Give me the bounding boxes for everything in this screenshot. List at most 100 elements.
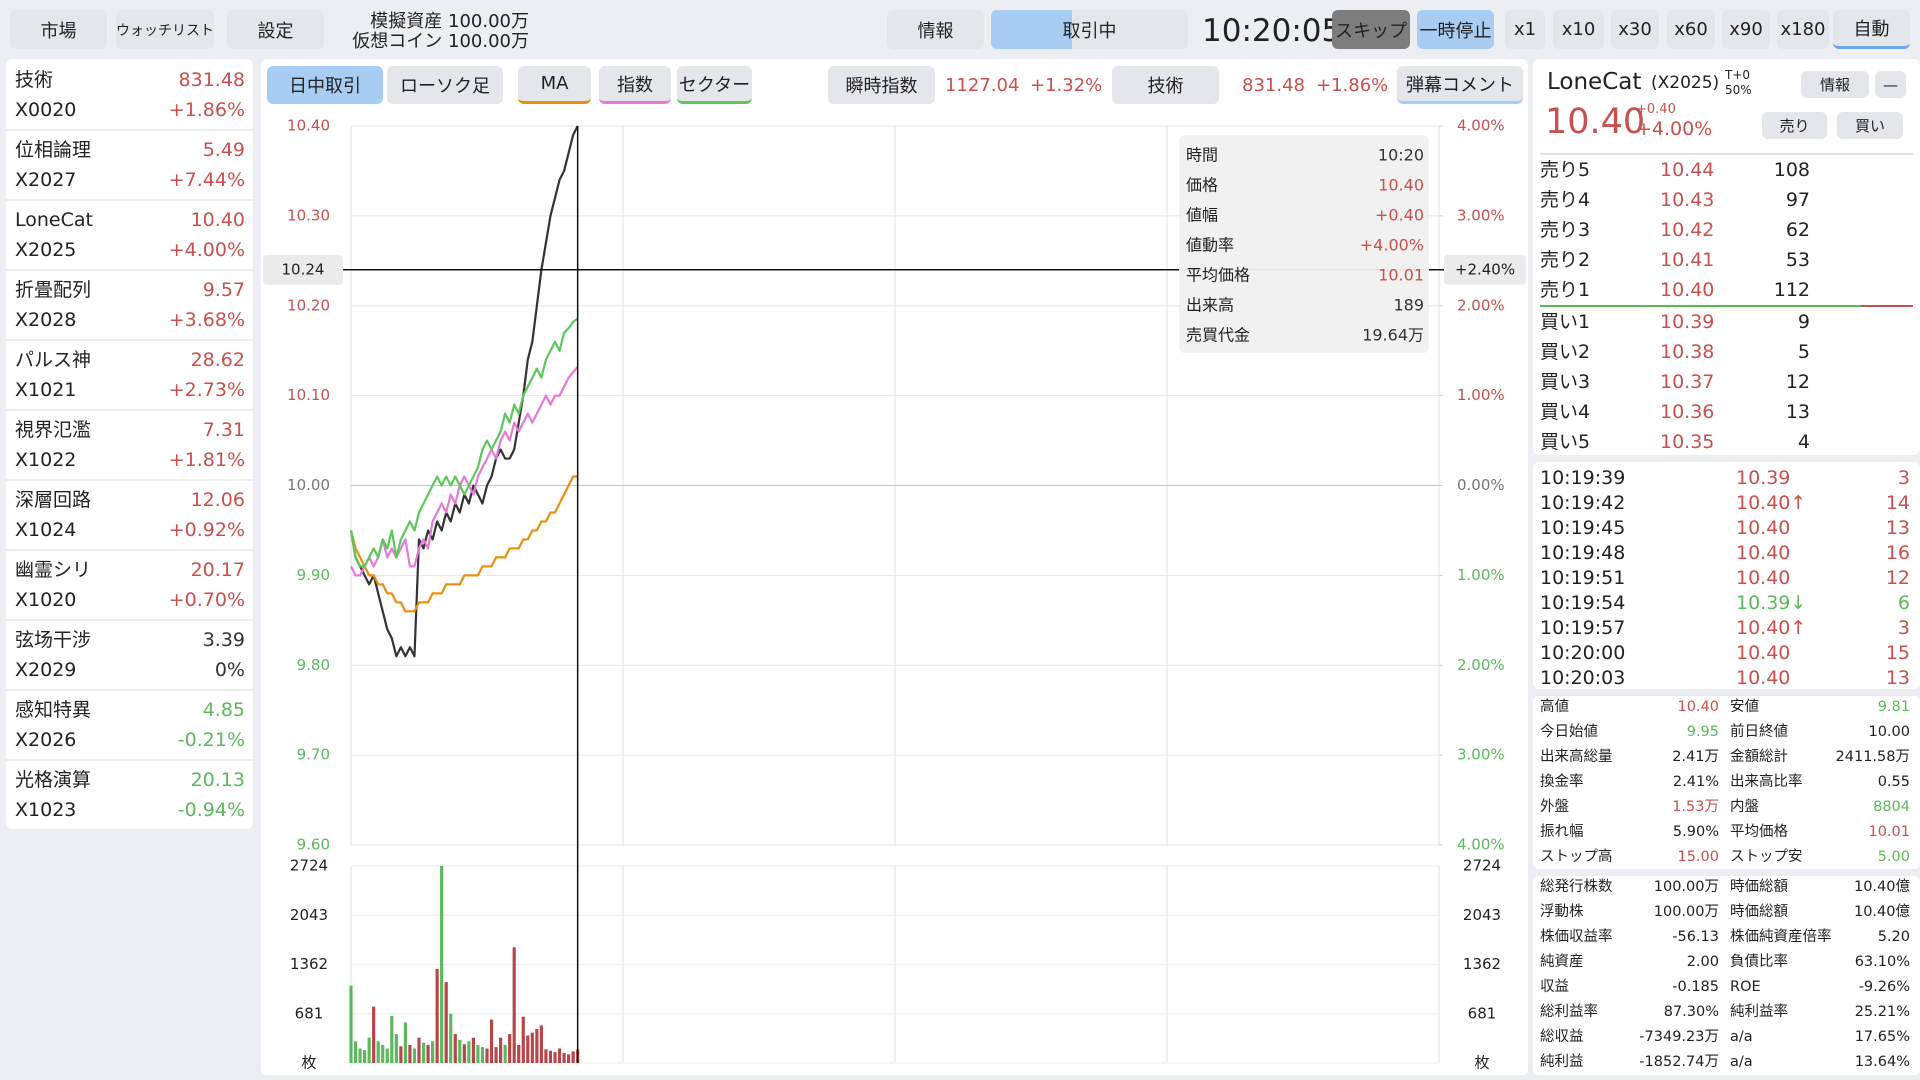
watch-item[interactable] <box>6 201 253 271</box>
overlay-toggle[interactable]: 指数 <box>599 66 671 104</box>
book-price: 10.36 <box>1660 401 1715 424</box>
stock-price: 28.62 <box>190 349 245 372</box>
candle-tab[interactable]: ローソク足 <box>387 66 503 104</box>
minimize-button[interactable]: — <box>1875 71 1906 98</box>
trade-time: 10:19:48 <box>1540 542 1626 565</box>
overlay-toggle[interactable]: MA <box>518 66 591 104</box>
trade-volume: 13 <box>1885 667 1910 690</box>
stock-change: -0.21% <box>177 729 245 752</box>
stat-label: 純利益率 <box>1730 1004 1788 1020</box>
speed-button[interactable]: x90 <box>1722 10 1770 49</box>
stat-label: ストップ安 <box>1730 849 1803 865</box>
trade-price: 10.39 <box>1736 467 1791 490</box>
sell-button[interactable]: 売り <box>1762 112 1827 139</box>
info-button[interactable]: 情報 <box>887 10 984 49</box>
book-price: 10.43 <box>1660 189 1715 212</box>
watch-item[interactable] <box>6 341 253 411</box>
stock-code: X2026 <box>15 729 77 752</box>
stat-label: ストップ高 <box>1540 849 1613 865</box>
intraday-tab[interactable]: 日中取引 <box>267 66 383 104</box>
market-button[interactable]: 市場 <box>10 10 107 49</box>
stat-value: 10.40億 <box>1853 879 1910 895</box>
stat-label: 純資産 <box>1540 954 1584 970</box>
stat-value: -1852.74万 <box>1639 1054 1719 1070</box>
overlay-toggle[interactable]: セクター <box>677 66 752 104</box>
stat-label: 換金率 <box>1540 774 1584 790</box>
speed-button[interactable]: x180 <box>1777 10 1829 49</box>
speed-button[interactable]: x1 <box>1505 10 1545 49</box>
book-level: 売り5 <box>1540 159 1591 182</box>
buy-button[interactable]: 買い <box>1837 112 1903 139</box>
trade-price: 10.40 <box>1736 667 1791 690</box>
stock-price: 5.49 <box>202 139 245 162</box>
stock-name: 折畳配列 <box>15 279 92 302</box>
speed-button[interactable]: x10 <box>1553 10 1604 49</box>
stock-change: +0.92% <box>168 519 245 542</box>
book-volume: 53 <box>1785 249 1810 272</box>
stock-code: X1021 <box>15 379 77 402</box>
watch-item[interactable] <box>6 621 253 691</box>
chart-panel <box>261 59 1528 1075</box>
stat-label: 浮動株 <box>1540 904 1584 920</box>
stat-label: 時価総額 <box>1730 904 1788 920</box>
stat-value: 9.81 <box>1877 699 1910 715</box>
settlement: T+0 <box>1725 67 1751 82</box>
stock-price: 20.17 <box>190 559 245 582</box>
watch-item[interactable] <box>6 481 253 551</box>
stock-title: LoneCat <box>1547 68 1642 95</box>
watch-item[interactable] <box>6 131 253 201</box>
speed-button[interactable]: x30 <box>1611 10 1659 49</box>
speed-button[interactable]: x60 <box>1667 10 1715 49</box>
stat-value: 100.00万 <box>1653 879 1719 895</box>
book-volume: 5 <box>1797 341 1810 364</box>
watch-item[interactable] <box>6 411 253 481</box>
stock-code: X1023 <box>15 799 77 822</box>
skip-button[interactable]: スキップ <box>1332 10 1410 49</box>
watch-item[interactable] <box>6 271 253 341</box>
status-button[interactable]: 取引中 <box>991 10 1188 49</box>
stock-change: +0.70% <box>168 589 245 612</box>
stat-value: 10.01 <box>1868 824 1910 840</box>
stat-value: 1.53万 <box>1672 799 1719 815</box>
pause-button[interactable]: 一時停止 <box>1417 10 1494 49</box>
settings-button[interactable]: 設定 <box>227 10 324 49</box>
stock-price: 12.06 <box>190 489 245 512</box>
stat-value: 2.41% <box>1672 774 1719 790</box>
stock-change: -0.94% <box>177 799 245 822</box>
auto-button[interactable]: 自動 <box>1833 10 1910 49</box>
stat-label: 高値 <box>1540 699 1569 715</box>
stock-name: 光格演算 <box>15 769 92 792</box>
trade-time: 10:20:00 <box>1540 642 1626 665</box>
trade-volume: 3 <box>1897 467 1910 490</box>
watchlist-button[interactable]: ウォッチリスト <box>116 10 214 49</box>
stat-label: 安値 <box>1730 699 1759 715</box>
stat-value: -56.13 <box>1672 929 1719 945</box>
stat-label: a/a <box>1730 1029 1753 1045</box>
stat-value: 25.21% <box>1854 1004 1910 1020</box>
sector-button[interactable]: 技術 <box>1112 66 1219 104</box>
stat-label: ROE <box>1730 979 1761 995</box>
stat-label: 今日始値 <box>1540 724 1598 740</box>
trade-volume: 14 <box>1885 492 1910 515</box>
trade-volume: 12 <box>1885 567 1910 590</box>
book-level: 売り4 <box>1540 189 1591 212</box>
fundamentals-panel <box>1533 876 1920 1075</box>
stat-value: 5.90% <box>1672 824 1719 840</box>
stock-change: +2.73% <box>168 379 245 402</box>
watch-item[interactable] <box>6 61 253 131</box>
stat-value: 13.64% <box>1854 1054 1910 1070</box>
book-level: 買い1 <box>1540 311 1591 334</box>
watch-item[interactable] <box>6 691 253 761</box>
watch-item[interactable] <box>6 551 253 621</box>
index-button[interactable]: 瞬時指数 <box>828 66 935 104</box>
stat-label: 総収益 <box>1540 1029 1584 1045</box>
stock-name: 感知特異 <box>15 699 92 722</box>
info-button[interactable]: 情報 <box>1801 71 1869 98</box>
stock-name: 視界氾濫 <box>15 419 92 442</box>
stat-label: 収益 <box>1540 979 1569 995</box>
stock-price: 831.48 <box>178 69 245 92</box>
stat-label: 純利益 <box>1540 1054 1584 1070</box>
comments-button[interactable]: 弾幕コメント <box>1397 66 1523 104</box>
stat-label: 株価収益率 <box>1540 929 1613 945</box>
